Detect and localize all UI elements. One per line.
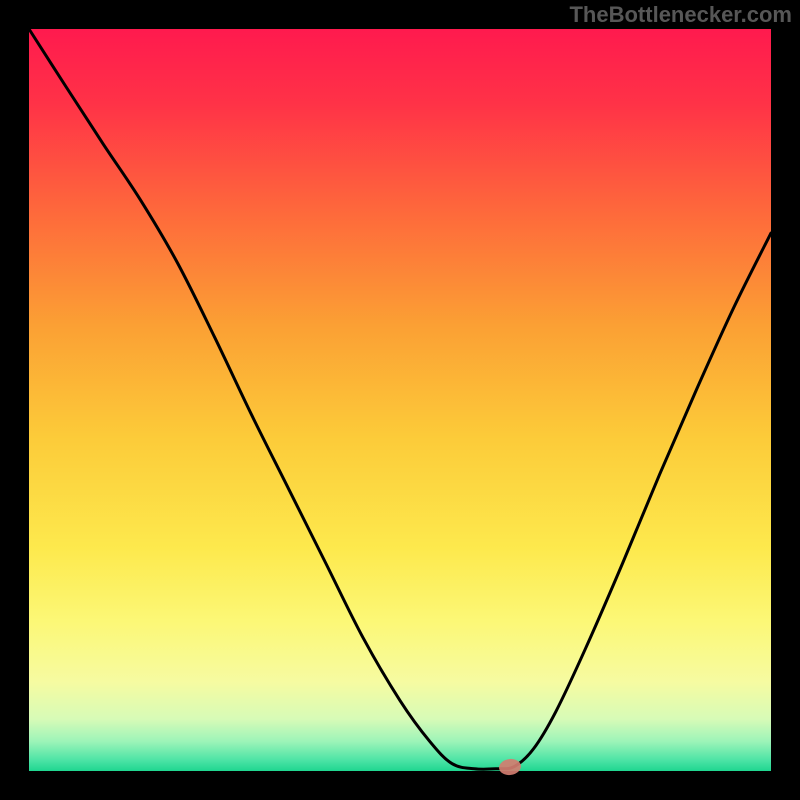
plot-background <box>29 29 771 771</box>
chart-frame: TheBottlenecker.com <box>0 0 800 800</box>
bottleneck-chart-svg <box>0 0 800 800</box>
watermark-text: TheBottlenecker.com <box>569 2 792 28</box>
